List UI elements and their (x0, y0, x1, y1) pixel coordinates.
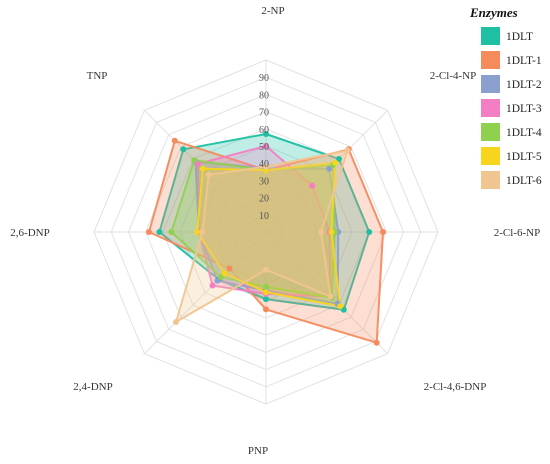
legend-swatch-1dlt-3 (481, 99, 500, 117)
tick-label: 50 (259, 142, 269, 153)
tick-labels: 10 20 30 40 50 60 70 80 90 (259, 73, 269, 222)
radar-series (146, 131, 386, 346)
data-point-1dlt-4 (168, 229, 175, 235)
legend-label-1dlt-4: 1DLT-4 (506, 127, 542, 139)
axis-label: PNP (248, 445, 268, 457)
axis-label: 2-Cl-4,6-DNP (424, 381, 487, 393)
data-point-1dlt-3 (194, 160, 201, 167)
legend: Enzymes 1DLT 1DLT-1 1DLT-2 1DLT-3 1DLT-4 1DLT… (469, 5, 542, 189)
data-point-1dlt (336, 156, 342, 162)
data-point-1dlt-5 (199, 165, 206, 172)
data-point-1dlt-1 (146, 229, 152, 235)
grid-spoke (265, 231, 388, 354)
legend-swatch-1dlt-2 (481, 75, 500, 93)
legend-label-1dlt: 1DLT (506, 31, 533, 43)
data-point-1dlt (180, 146, 187, 153)
data-point-1dlt-1 (171, 137, 178, 144)
axis-labels: 2-NP 2-Cl-4-NP 2-Cl-6-NP 2-Cl-4,6-DNP PNP 2,4… (10, 5, 540, 457)
data-point-1dlt-5 (263, 289, 269, 296)
data-point-1dlt-3 (263, 143, 269, 149)
data-point-1dlt-6 (205, 171, 212, 178)
data-point-1dlt-1 (226, 265, 233, 272)
data-point-1dlt (263, 296, 269, 303)
data-point-1dlt-2 (326, 165, 333, 172)
legend-label-1dlt-3: 1DLT-3 (506, 103, 542, 115)
data-point-1dlt-5 (337, 303, 344, 310)
legend-swatch-1dlt (481, 27, 500, 45)
data-point-1dlt-5 (194, 229, 201, 235)
legend-swatch-1dlt-6 (481, 171, 500, 189)
data-point-1dlt-5 (328, 229, 335, 235)
data-point-1dlt-6 (318, 229, 324, 235)
legend-swatch-1dlt-4 (481, 123, 500, 141)
axis-label: 2-Cl-4-NP (430, 70, 476, 82)
legend-swatch-1dlt-5 (481, 147, 500, 165)
data-point-1dlt-6 (263, 266, 269, 273)
tick-label: 20 (259, 194, 269, 205)
legend-title: Enzymes (469, 5, 518, 20)
tick-label: 70 (259, 108, 269, 119)
data-point-1dlt-6 (327, 293, 334, 300)
data-point-1dlt-3 (209, 282, 216, 289)
data-point-1dlt-6 (344, 147, 351, 154)
data-point-1dlt-4 (263, 284, 269, 290)
data-point-1dlt (156, 229, 163, 235)
tick-label: 90 (259, 73, 269, 84)
data-point-1dlt-4 (191, 157, 198, 164)
tick-label: 80 (259, 90, 269, 101)
legend-label-1dlt-5: 1DLT-5 (506, 151, 542, 163)
data-point-1dlt (366, 229, 373, 235)
data-point-1dlt-1 (380, 229, 386, 235)
grid-spoke (144, 231, 267, 354)
tick-label: 30 (259, 176, 269, 187)
legend-label-1dlt-1: 1DLT-1 (506, 55, 542, 67)
legend-label-1dlt-6: 1DLT-6 (506, 175, 542, 187)
data-point-1dlt-1 (263, 306, 269, 313)
axis-label: 2,6-DNP (10, 227, 49, 239)
axis-label: 2-NP (261, 5, 284, 17)
axis-label: 2-Cl-6-NP (494, 227, 540, 239)
tick-label: 10 (259, 211, 269, 222)
axis-label: TNP (87, 70, 108, 82)
data-point-1dlt-1 (373, 339, 380, 346)
legend-label-1dlt-2: 1DLT-2 (506, 79, 542, 91)
legend-swatch-1dlt-1 (481, 51, 500, 69)
data-point-1dlt-6 (263, 163, 269, 170)
data-point-1dlt (263, 131, 269, 137)
axis-label: 2,4-DNP (73, 381, 112, 393)
data-point-1dlt-5 (221, 270, 228, 277)
data-point-1dlt-6 (173, 319, 179, 325)
grid-spoke (144, 110, 267, 233)
data-point-1dlt-6 (199, 229, 206, 235)
grid-spoke (265, 110, 388, 233)
tick-label: 60 (259, 125, 269, 136)
data-point-1dlt-5 (332, 159, 339, 166)
data-point-1dlt-3 (309, 182, 316, 189)
tick-label: 40 (259, 159, 269, 170)
